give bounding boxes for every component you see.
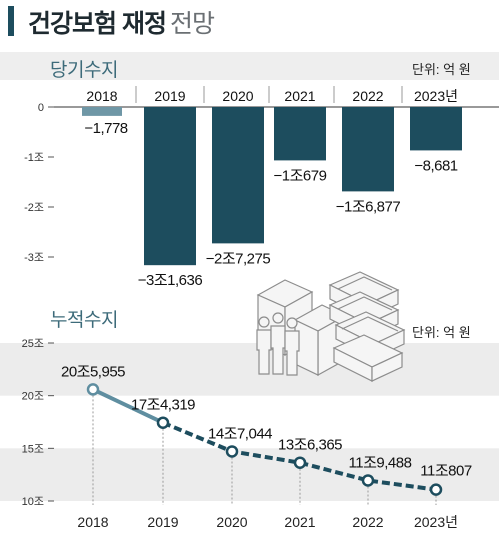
point-value-label: 11조807 — [420, 463, 472, 480]
x-category-label: 2022 — [352, 514, 383, 530]
x-category-label: 2020 — [216, 514, 247, 530]
section1-header — [0, 52, 499, 80]
series-line-solid — [92, 387, 164, 425]
x-category-label: 2019 — [147, 514, 178, 530]
section2-unit: 단위: 억 원 — [412, 325, 471, 340]
title-sub: 전망 — [169, 10, 215, 38]
data-point — [156, 416, 170, 429]
x-category-label: 2021 — [284, 514, 315, 530]
x-category-label: 2021 — [284, 88, 315, 104]
y-tick-label: 15조 — [22, 443, 44, 455]
data-point — [429, 483, 443, 496]
x-category-label: 2022 — [352, 88, 383, 104]
point-value-label: 17조4,319 — [131, 397, 195, 414]
x-category-label: 2018 — [86, 88, 117, 104]
x-category-label: 2018 — [77, 514, 108, 530]
y-tick-label: 20조 — [22, 391, 44, 403]
data-point — [293, 456, 307, 469]
point-value-label: 11조9,488 — [349, 454, 412, 471]
x-category-label: 2019 — [154, 88, 185, 104]
data-point — [225, 445, 239, 458]
bar — [274, 107, 326, 161]
section2-title: 누적수지 — [50, 310, 118, 331]
y-tick-label: 25조 — [22, 338, 44, 350]
y-tick-label: 0 — [38, 102, 44, 114]
x-category-label: 2023년 — [414, 514, 458, 530]
point-value-label: 13조6,365 — [278, 437, 342, 454]
bar-value-label: −1조6,877 — [336, 198, 401, 215]
y-tick-label: -1조 — [24, 152, 44, 164]
point-value-label: 20조5,955 — [61, 363, 125, 380]
y-tick-label: -2조 — [24, 202, 44, 214]
gridband — [0, 343, 499, 396]
bar — [82, 107, 122, 116]
section1-unit: 단위: 억 원 — [412, 62, 471, 77]
y-tick-label: 10조 — [22, 496, 44, 508]
bar — [144, 107, 196, 266]
title-main: 건강보험 재정 — [28, 10, 167, 38]
bar — [342, 107, 394, 192]
x-category-label: 2020 — [222, 88, 253, 104]
bar-value-label: −8,681 — [414, 157, 457, 174]
title-accent-bar — [8, 6, 14, 36]
gridband — [0, 448, 499, 501]
section1-title: 당기수지 — [50, 60, 118, 81]
x-category-label: 2023년 — [414, 88, 458, 104]
bar-value-label: −2조7,275 — [206, 250, 271, 267]
bar-value-label: −1조679 — [274, 167, 327, 184]
bar — [410, 107, 462, 151]
data-point — [361, 474, 375, 487]
bar-value-label: −1,778 — [84, 120, 127, 137]
page-title: 건강보험 재정 전망 — [28, 4, 215, 40]
point-value-label: 14조7,044 — [208, 425, 272, 442]
bar-value-label: −3조1,636 — [138, 272, 203, 289]
bar — [212, 107, 264, 244]
bottom-area — [0, 501, 499, 538]
series-line-dashed — [162, 420, 437, 492]
y-tick-label: -3조 — [24, 252, 44, 264]
data-point — [86, 383, 100, 396]
